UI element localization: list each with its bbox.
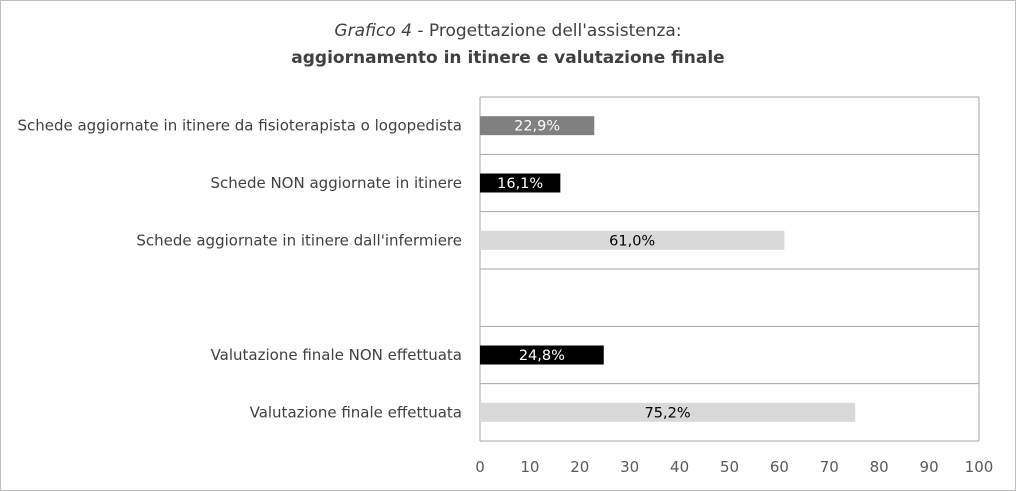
title-line2: aggiornamento in itinere e valutazione f… [291,48,725,68]
x-tick-label: 90 [920,458,939,476]
category-label: Schede aggiornate in itinere da fisioter… [17,117,462,135]
data-label: 22,9% [514,119,560,135]
x-tick-label: 20 [570,458,589,476]
title-italic: Grafico 4 [334,21,412,41]
x-tick-label: 50 [720,458,739,476]
bar [480,173,561,193]
x-tick-label: 10 [520,458,539,476]
data-label: 61,0% [609,233,655,249]
bar [480,116,595,136]
x-tick-label: 100 [965,458,994,476]
bar [480,402,856,422]
x-tick-label: 60 [770,458,789,476]
x-tick-label: 30 [620,458,639,476]
category-label: Schede NON aggiornate in itinere [210,174,462,192]
title-rest: - Progettazione dell'assistenza: [411,21,682,41]
chart-title: Grafico 4 - Progettazione dell'assistenz… [0,18,1016,72]
x-tick-label: 40 [670,458,689,476]
x-tick-label: 80 [870,458,889,476]
category-label: Valutazione finale NON effettuata [211,346,462,364]
bar [480,345,604,365]
x-tick-label: 70 [820,458,839,476]
category-label: Valutazione finale effettuata [250,403,462,421]
x-tick-label: 0 [475,458,485,476]
bar [480,230,785,250]
category-label: Schede aggiornate in itinere dall'inferm… [136,231,462,249]
data-label: 24,8% [519,348,565,364]
data-label: 75,2% [645,405,691,421]
data-label: 16,1% [497,176,543,192]
